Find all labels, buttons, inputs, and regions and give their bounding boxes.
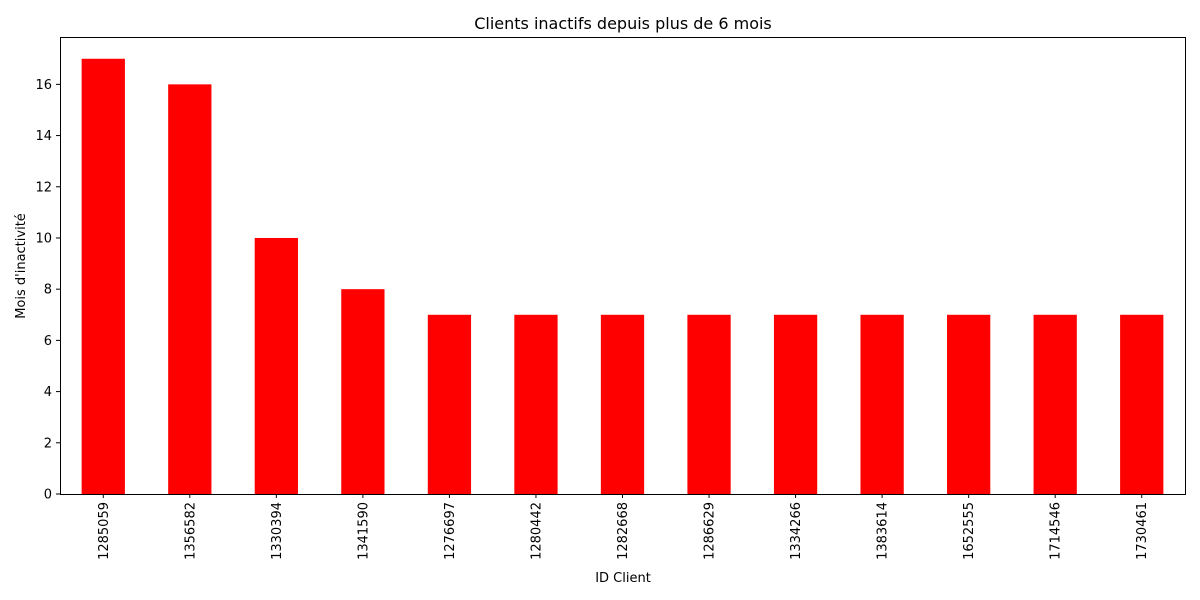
x-tick-label-1341590: 1341590: [356, 502, 371, 560]
plot-frame: [60, 37, 1186, 495]
x-tick-label-1730461: 1730461: [1135, 502, 1150, 560]
bar-1276697: [427, 314, 472, 494]
y-tick-label-0: 0: [44, 488, 52, 503]
bar-1341590: [341, 289, 385, 494]
x-axis-label: ID Client: [595, 571, 651, 586]
chart-title: Clients inactifs depuis plus de 6 mois: [474, 14, 772, 33]
y-tick-label-10: 10: [35, 231, 52, 246]
bar-1286629: [687, 314, 731, 494]
x-tick-label-1330394: 1330394: [270, 502, 285, 560]
bar-1730461: [1120, 314, 1164, 494]
bar-1652555: [947, 314, 991, 494]
bar-1356582: [168, 84, 212, 495]
bars-group: [81, 58, 1164, 495]
x-tick-label-1285059: 1285059: [97, 502, 112, 560]
bar-1285059: [81, 58, 125, 495]
bar-1282668: [600, 314, 645, 494]
x-tick-label-1280442: 1280442: [529, 502, 544, 560]
x-tick-label-1282668: 1282668: [616, 502, 631, 560]
x-tick-label-1356582: 1356582: [183, 502, 198, 560]
y-tick-label-6: 6: [44, 334, 52, 349]
bar-1330394: [254, 237, 298, 494]
y-tick-label-4: 4: [44, 385, 52, 400]
x-tick-label-1334266: 1334266: [789, 502, 804, 560]
x-tick-label-1714546: 1714546: [1049, 502, 1064, 560]
y-tick-label-16: 16: [35, 78, 52, 93]
x-tick-label-1276697: 1276697: [443, 502, 458, 560]
x-tick-label-1286629: 1286629: [703, 502, 718, 560]
bar-1280442: [514, 314, 558, 494]
y-axis-label: Mois d'inactivité: [14, 213, 29, 319]
y-axis: 0 2 4 6 8 10 12 14 16: [35, 78, 60, 503]
x-tick-label-1652555: 1652555: [962, 502, 977, 560]
y-tick-label-14: 14: [35, 129, 52, 144]
y-tick-label-12: 12: [35, 180, 52, 195]
x-tick-label-1383614: 1383614: [876, 502, 891, 560]
bar-1714546: [1033, 314, 1077, 494]
y-tick-label-8: 8: [44, 283, 52, 298]
y-tick-label-2: 2: [44, 436, 52, 451]
x-axis: 1285059 1356582 1330394 1341590 1276697 12804…: [97, 494, 1150, 560]
bar-1383614: [860, 314, 904, 494]
bar-1334266: [773, 314, 818, 494]
